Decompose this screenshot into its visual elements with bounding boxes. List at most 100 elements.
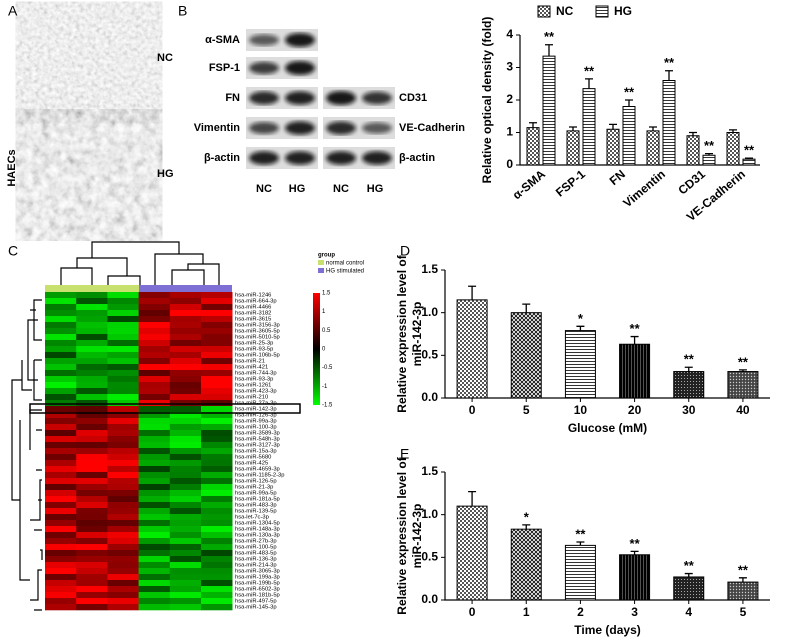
row-label: hsa-miR-3182	[235, 311, 271, 317]
blot-label: FSP-1	[209, 62, 240, 74]
heat-cell	[76, 514, 108, 521]
heat-cell	[138, 376, 171, 383]
heat-cell	[45, 580, 77, 587]
y-axis-label: miR-142-3p	[410, 504, 424, 569]
heat-cell	[169, 322, 202, 329]
heat-cell	[201, 418, 233, 425]
heat-cell	[107, 322, 139, 329]
highlight-box	[29, 403, 301, 414]
heat-cell	[138, 574, 171, 581]
heat-cell	[169, 334, 202, 341]
y-tick-label: 4	[506, 27, 513, 41]
row-label: hsa-miR-181b-5p	[235, 593, 280, 599]
heat-cell	[169, 502, 202, 509]
heat-cell	[45, 316, 77, 323]
heat-cell	[107, 520, 139, 527]
heat-cell	[201, 472, 233, 479]
heat-cell	[201, 520, 233, 527]
row-label: hsa-miR-100-3p	[235, 425, 277, 431]
heat-cell	[201, 532, 233, 539]
y-axis-label: Relative expression level of	[395, 456, 409, 614]
heat-cell	[169, 532, 202, 539]
heat-cell	[201, 334, 233, 341]
bar	[702, 154, 716, 166]
heat-cell	[169, 352, 202, 359]
heat-cell	[169, 526, 202, 533]
heat-cell	[45, 442, 77, 449]
heat-cell	[45, 502, 77, 509]
heat-cell	[138, 328, 171, 335]
significance: **	[544, 29, 555, 44]
heat-cell	[201, 526, 233, 533]
heat-cell	[76, 394, 108, 401]
row-label: hsa-miR-1246	[235, 293, 271, 299]
x-tick-label: 5	[740, 605, 747, 619]
y-axis-label: Relative optical density (fold)	[480, 17, 494, 184]
heat-cell	[76, 592, 108, 599]
heat-cell	[138, 520, 171, 527]
blot-label: Vimentin	[194, 122, 241, 134]
heatmap: hsa-miR-1246hsa-miR-664-3phsa-miR-4466hs…	[45, 292, 285, 611]
heat-cell	[201, 460, 233, 467]
heat-cell	[138, 370, 171, 377]
heat-cell	[169, 550, 202, 557]
heat-cell	[138, 364, 171, 371]
heat-cell	[107, 478, 139, 485]
error-bar	[649, 126, 657, 131]
heat-cell	[107, 430, 139, 437]
heat-cell	[107, 592, 139, 599]
heat-cell	[45, 400, 77, 407]
significance: **	[738, 354, 749, 369]
heat-cell	[76, 478, 108, 485]
heat-cell	[169, 562, 202, 569]
y-tick-label: 3	[506, 60, 513, 74]
heat-cell	[45, 328, 77, 335]
heat-cell	[76, 310, 108, 317]
heat-cell	[76, 388, 108, 395]
heat-cell	[45, 430, 77, 437]
bar	[564, 330, 596, 399]
heat-cell	[107, 562, 139, 569]
blot-label: FN	[225, 92, 240, 104]
heat-cell	[107, 502, 139, 509]
heat-cell	[138, 508, 171, 515]
heat-cell	[201, 586, 233, 593]
x-tick-label: FSP-1	[553, 167, 588, 200]
heat-cell	[45, 346, 77, 353]
group-bar-nc	[45, 285, 139, 292]
heat-cell	[76, 376, 108, 383]
heat-cell	[45, 490, 77, 497]
x-tick-label: 3	[631, 605, 638, 619]
heat-cell	[169, 466, 202, 473]
heat-cell	[169, 568, 202, 575]
y-tick-label: 1.0	[421, 507, 438, 521]
heat-cell	[107, 508, 139, 515]
heat-cell	[201, 292, 233, 299]
heat-cell	[169, 484, 202, 491]
significance: **	[575, 526, 586, 541]
heat-cell	[169, 310, 202, 317]
colorbar-tick: 1	[322, 309, 326, 315]
heat-cell	[76, 544, 108, 551]
heat-cell	[107, 382, 139, 389]
bar	[526, 127, 540, 166]
heat-cell	[107, 292, 139, 299]
heat-cell	[107, 556, 139, 563]
heat-cell	[169, 346, 202, 353]
x-tick-label: CD31	[675, 167, 708, 198]
heat-cell	[169, 388, 202, 395]
heat-cell	[201, 550, 233, 557]
significance: *	[578, 311, 584, 326]
heat-cell	[76, 298, 108, 305]
error-bar	[738, 577, 747, 583]
bar	[646, 130, 660, 166]
heat-cell	[107, 394, 139, 401]
heat-cell	[107, 298, 139, 305]
y-tick-label: 0.0	[421, 592, 438, 606]
heat-cell	[76, 532, 108, 539]
heat-cell	[107, 538, 139, 545]
heat-cell	[169, 430, 202, 437]
heat-cell	[45, 574, 77, 581]
heat-cell	[107, 544, 139, 551]
bar	[673, 576, 705, 601]
